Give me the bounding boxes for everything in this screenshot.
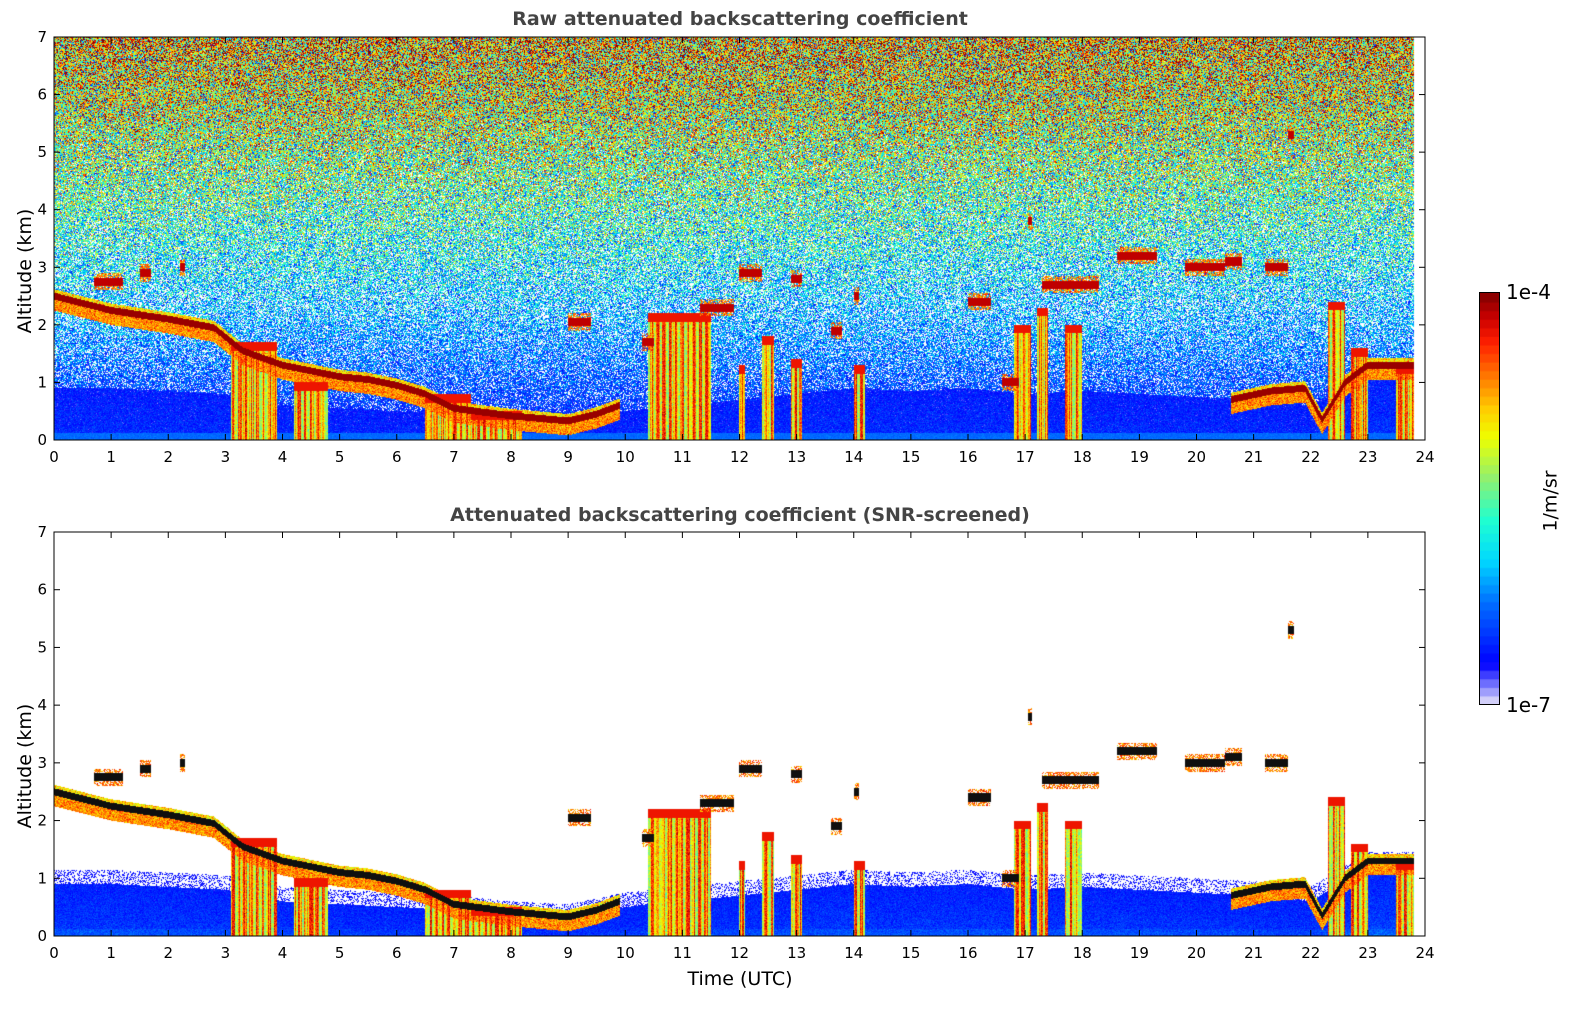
panel-1-xtick-label: 8 [506,944,516,962]
panel-1-frame [53,531,1426,937]
panel-0-xtick-label: 16 [958,448,977,466]
snr-panel-xlabel: Time (UTC) [687,968,793,990]
panel-0-xtick-label: 6 [392,448,402,466]
panel-1-ytick-label: 7 [37,523,47,541]
panel-1-ytick-label: 4 [37,696,47,714]
snr-backscatter-heatmap [54,532,1425,936]
panel-1-xtick-label: 1 [106,944,116,962]
panel-1-xtick-label: 4 [278,944,288,962]
panel-0-ytick-label: 6 [37,86,47,104]
panel-0-ytick-label: 4 [37,201,47,219]
panel-0-xtick-label: 19 [1130,448,1149,466]
panel-0-xtick-label: 10 [616,448,635,466]
panel-1-xtick-label: 18 [1073,944,1092,962]
colorbar-min-label: 1e-7 [1506,693,1551,717]
panel-0-xtick-label: 17 [1016,448,1035,466]
panel-1-xtick-label: 21 [1244,944,1263,962]
panel-1-xtick-label: 6 [392,944,402,962]
panel-0-frame [53,36,1426,441]
panel-0-xtick-label: 12 [730,448,749,466]
panel-0-xtick-label: 20 [1187,448,1206,466]
panel-1-ytick-label: 0 [37,927,47,945]
panel-0-xtick-label: 23 [1358,448,1377,466]
panel-1-xtick-label: 3 [221,944,231,962]
panel-1-xtick-label: 23 [1358,944,1377,962]
panel-1-xtick-label: 12 [730,944,749,962]
panel-0-xtick-label: 14 [844,448,863,466]
panel-1-xtick-label: 10 [616,944,635,962]
panel-0-ytick-label: 1 [37,373,47,391]
panel-1-xtick-label: 0 [49,944,59,962]
panel-0-xtick-label: 21 [1244,448,1263,466]
panel-1-xtick-label: 7 [449,944,459,962]
panel-1-xtick-label: 15 [901,944,920,962]
panel-1-xtick-label: 2 [163,944,173,962]
panel-0-xtick-label: 7 [449,448,459,466]
panel-0-xtick-label: 22 [1301,448,1320,466]
panel-1-xtick-label: 17 [1016,944,1035,962]
panel-0-xtick-label: 3 [221,448,231,466]
colorbar [1479,292,1500,705]
colorbar-max-label: 1e-4 [1506,280,1551,304]
panel-1-xtick-label: 24 [1415,944,1434,962]
panel-1-xtick-label: 14 [844,944,863,962]
panel-0-xtick-label: 4 [278,448,288,466]
panel-1-xtick-label: 9 [563,944,573,962]
panel-1-xtick-label: 5 [335,944,345,962]
panel-0-xtick-label: 24 [1415,448,1434,466]
panel-0-ytick-label: 0 [37,431,47,449]
panel-0-xtick-label: 0 [49,448,59,466]
panel-0-xtick-label: 13 [787,448,806,466]
panel-0-ytick-label: 5 [37,143,47,161]
panel-0-xtick-label: 15 [901,448,920,466]
panel-0-xtick-label: 8 [506,448,516,466]
panel-0-xtick-label: 11 [673,448,692,466]
panel-1-xtick-label: 22 [1301,944,1320,962]
panel-0-ytick-label: 3 [37,258,47,276]
panel-1-xtick-label: 19 [1130,944,1149,962]
panel-0-xtick-label: 1 [106,448,116,466]
panel-1-ytick-label: 2 [37,812,47,830]
raw-panel-title: Raw attenuated backscattering coefficien… [512,8,968,30]
panel-1-ytick-label: 6 [37,581,47,599]
colorbar-unit-label: 1/m/sr [1539,470,1562,532]
panel-0-xtick-label: 9 [563,448,573,466]
panel-0-xtick-label: 5 [335,448,345,466]
panel-1-xtick-label: 16 [958,944,977,962]
panel-1-xtick-label: 13 [787,944,806,962]
panel-1-xtick-label: 11 [673,944,692,962]
panel-0-ytick-label: 2 [37,316,47,334]
snr-panel-title: Attenuated backscattering coefficient (S… [450,504,1030,526]
panel-1-ytick-label: 3 [37,754,47,772]
panel-1-ytick-label: 5 [37,638,47,656]
panel-0-ytick-label: 7 [37,28,47,46]
panel-1-ytick-label: 1 [37,869,47,887]
panel-1-xtick-label: 20 [1187,944,1206,962]
panel-0-xtick-label: 2 [163,448,173,466]
raw-backscatter-heatmap [54,37,1425,440]
panel-0-xtick-label: 18 [1073,448,1092,466]
